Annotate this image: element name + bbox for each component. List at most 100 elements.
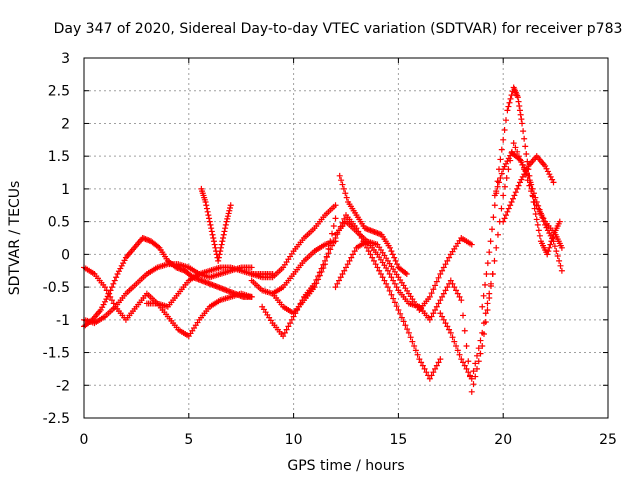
data-point: [390, 295, 397, 302]
data-point: [461, 362, 468, 369]
data-point: [433, 303, 440, 310]
data-point: [386, 287, 393, 294]
data-point: [437, 271, 444, 277]
data-point: [202, 199, 209, 205]
data-point: [332, 284, 339, 291]
data-point: [365, 248, 372, 255]
data-point: [383, 280, 390, 287]
data-point: [451, 284, 458, 291]
data-point: [537, 210, 544, 217]
data-point: [512, 144, 519, 151]
data-point: [203, 202, 210, 209]
data-point: [519, 161, 526, 168]
data-point: [515, 155, 522, 162]
data-point: [484, 307, 491, 313]
data-point: [329, 230, 336, 237]
data-point: [508, 199, 515, 205]
data-point: [439, 267, 446, 274]
data-point: [103, 296, 110, 303]
data-point: [327, 238, 334, 245]
y-tick-label: -2.5: [43, 411, 70, 427]
data-point: [219, 238, 226, 245]
data-point: [491, 257, 498, 264]
data-point: [206, 218, 213, 225]
data-point: [430, 286, 437, 293]
data-point: [409, 338, 416, 345]
data-point: [444, 284, 451, 291]
data-point: [547, 241, 554, 248]
data-point: [114, 271, 121, 277]
data-point: [315, 276, 322, 283]
data-point: [505, 155, 512, 162]
data-point: [105, 290, 112, 297]
data-point: [487, 238, 494, 245]
data-point: [339, 271, 346, 277]
data-point: [516, 179, 523, 186]
data-point: [220, 231, 227, 238]
data-point: [480, 292, 487, 299]
data-point: [402, 322, 409, 329]
series-track-7: [248, 238, 339, 297]
data-point: [549, 235, 556, 242]
data-point: [336, 172, 343, 179]
data-point: [412, 347, 419, 354]
data-point: [442, 320, 449, 327]
data-point: [504, 158, 511, 165]
data-point: [435, 300, 442, 307]
data-point: [447, 277, 454, 284]
data-point: [323, 253, 330, 260]
data-point: [516, 103, 523, 109]
data-point: [530, 190, 537, 197]
data-point: [465, 369, 472, 376]
data-point: [542, 163, 549, 169]
data-point: [437, 356, 444, 363]
data-point: [211, 241, 218, 248]
data-point: [514, 94, 521, 101]
data-point: [482, 310, 489, 317]
data-point: [101, 298, 108, 305]
data-point: [344, 261, 351, 268]
data-point: [340, 185, 347, 192]
data-point: [507, 202, 514, 209]
data-point: [313, 280, 320, 287]
x-tick-label: 5: [184, 432, 193, 448]
data-point: [493, 188, 500, 195]
data-point: [556, 257, 563, 264]
y-tick-label: 2: [61, 116, 70, 132]
data-point: [348, 254, 355, 261]
data-point: [496, 179, 503, 186]
data-point: [288, 316, 295, 323]
data-point: [393, 303, 400, 310]
series-track-11: [332, 218, 496, 395]
series-track-12: [336, 172, 410, 277]
data-point: [475, 345, 482, 352]
data-point: [205, 212, 212, 219]
data-point: [351, 248, 358, 255]
data-point: [281, 329, 288, 336]
data-point: [215, 257, 222, 264]
data-point: [472, 360, 479, 367]
data-point: [532, 194, 539, 201]
data-point: [423, 369, 430, 376]
data-point: [514, 148, 521, 155]
data-point: [489, 271, 496, 277]
data-point: [451, 338, 458, 345]
data-point: [502, 212, 509, 219]
data-point: [503, 175, 510, 181]
data-point: [221, 228, 228, 235]
data-point: [501, 183, 508, 190]
data-point: [449, 280, 456, 287]
data-point: [557, 262, 564, 269]
data-point: [505, 103, 512, 110]
data-point: [554, 253, 561, 259]
data-point: [217, 244, 224, 251]
data-point: [426, 375, 433, 382]
data-point: [508, 92, 515, 99]
data-point: [489, 226, 496, 233]
data-point: [535, 227, 542, 234]
data-point: [463, 343, 470, 349]
data-point: [468, 388, 475, 395]
data-point: [212, 244, 219, 251]
data-point: [318, 268, 325, 275]
data-point: [363, 244, 370, 251]
